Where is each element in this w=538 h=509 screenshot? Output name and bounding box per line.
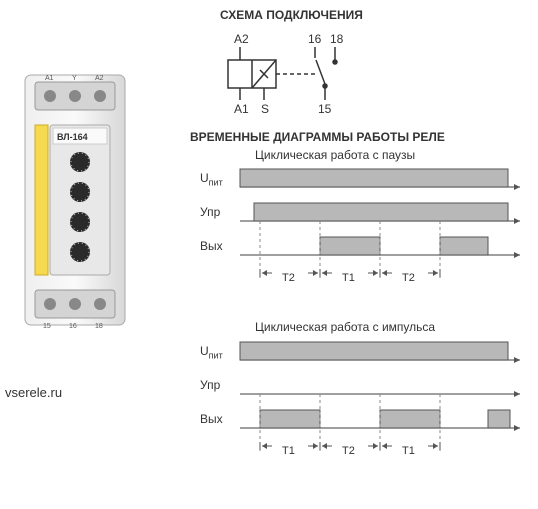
svg-text:A2: A2 [234,32,249,46]
svg-text:15: 15 [318,102,332,116]
svg-text:Y: Y [72,75,77,82]
svg-text:T1: T1 [402,445,415,457]
schema-title: СХЕМА ПОДКЛЮЧЕНИЯ [220,8,363,22]
svg-text:T2: T2 [342,445,355,457]
device-model-label: ВЛ-164 [57,132,88,142]
timing-diagram-1: Uпит Упр Вых T2T1T2 [200,165,520,320]
svg-text:A1: A1 [234,102,249,116]
svg-text:16: 16 [308,32,322,46]
connection-schema: A2 A1 S 16 18 15 [220,25,380,125]
timing-title: ВРЕМЕННЫЕ ДИАГРАММЫ РАБОТЫ РЕЛЕ [190,130,445,144]
watermark-text: vserele.ru [5,385,62,400]
svg-text:T1: T1 [282,445,295,457]
svg-text:A2: A2 [95,75,104,82]
device-illustration: A1 Y A2 ВЛ-164 15 16 18 [10,70,140,330]
svg-text:S: S [261,102,269,116]
svg-text:T2: T2 [282,272,295,284]
svg-text:16: 16 [69,323,77,330]
svg-text:T2: T2 [402,272,415,284]
svg-text:T1: T1 [342,272,355,284]
svg-text:18: 18 [330,32,344,46]
diag2-subtitle: Циклическая работа с импульса [255,320,435,334]
diag1-subtitle: Циклическая работа с паузы [255,148,415,162]
svg-text:18: 18 [95,323,103,330]
svg-text:A1: A1 [45,75,54,82]
svg-text:15: 15 [43,323,51,330]
timing-diagram-2: Uпит Упр Вых T1T2T1 [200,338,520,493]
